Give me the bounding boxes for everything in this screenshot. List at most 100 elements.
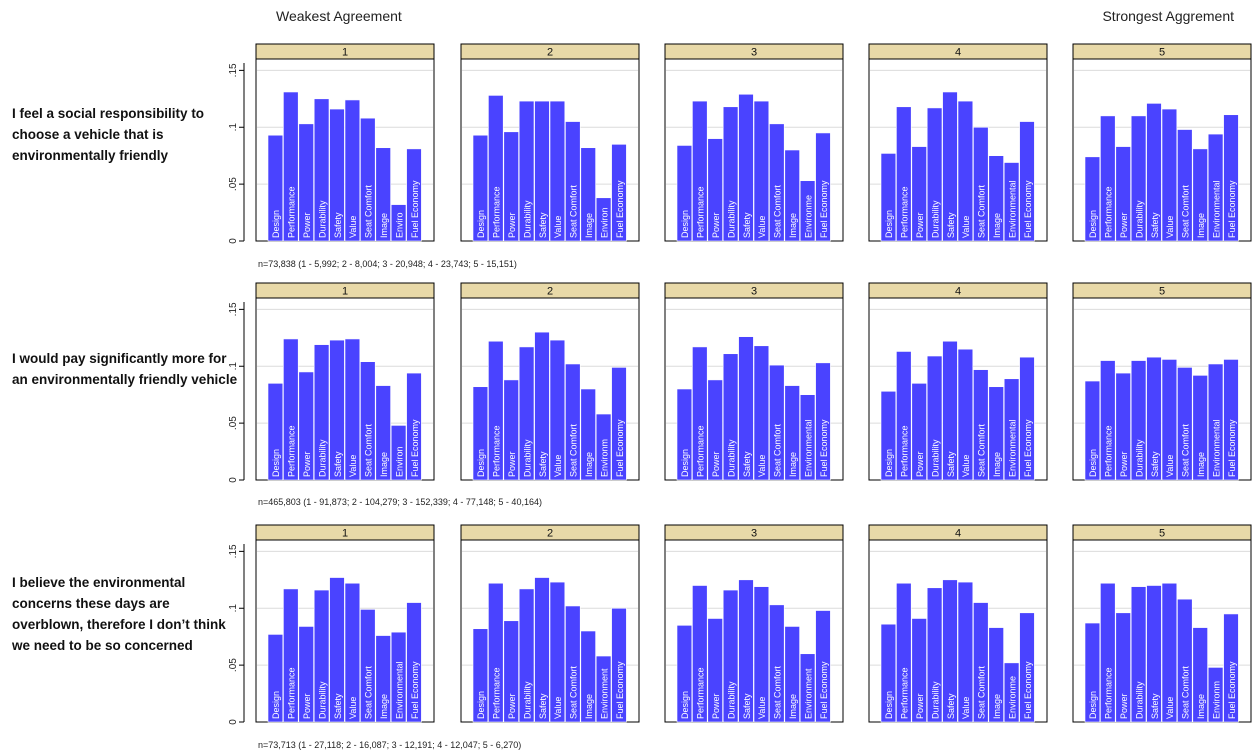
- bar-category-label: Seat Comfort: [1181, 423, 1191, 477]
- bar: [957, 348, 974, 481]
- bar-category-label: Power: [915, 693, 925, 719]
- bar-category-label: Power: [711, 212, 721, 238]
- bar-category-label: Seat Comfort: [977, 423, 987, 477]
- y-tick-label: 0: [228, 477, 239, 483]
- bar-category-label: Environmental: [803, 419, 813, 477]
- bar-category-label: Power: [507, 693, 517, 719]
- bar-category-label: Power: [1119, 693, 1129, 719]
- bar: [676, 625, 693, 723]
- bar: [676, 145, 693, 242]
- bar-category-label: Environm: [1211, 681, 1221, 719]
- bar-category-label: Durability: [930, 681, 940, 719]
- bar: [518, 588, 535, 723]
- bar: [880, 153, 897, 242]
- bar: [565, 363, 581, 481]
- bar: [676, 388, 693, 481]
- bar: [611, 367, 627, 481]
- bar: [595, 655, 612, 723]
- bar: [534, 100, 550, 242]
- bar-category-label: Performance: [287, 425, 297, 477]
- panel-label: 5: [1159, 528, 1165, 540]
- bar: [815, 362, 831, 481]
- statement-row-2: I would pay significantly more for an en…: [12, 351, 238, 387]
- bar-category-label: Durability: [317, 439, 327, 477]
- bar-category-label: Fuel Economy: [1023, 419, 1033, 477]
- bar: [283, 588, 299, 723]
- bar-category-label: Seat Comfort: [364, 665, 374, 719]
- bar: [313, 98, 330, 242]
- bar: [722, 589, 739, 723]
- bar-category-label: Seat Comfort: [773, 184, 783, 238]
- bar-category-label: Environme: [1007, 676, 1017, 719]
- bar: [784, 626, 800, 723]
- bar-category-label: Seat Comfort: [1181, 665, 1191, 719]
- bar-category-label: Performance: [287, 186, 297, 238]
- bar: [344, 338, 361, 481]
- bar: [722, 353, 739, 481]
- panel-label: 2: [547, 528, 553, 540]
- sample-size-row-3: n=73,713 (1 - 27,118; 2 - 16,087; 3 - 12…: [258, 740, 522, 750]
- bar: [298, 123, 314, 242]
- bar-category-label: Performance: [287, 667, 297, 719]
- bar: [1192, 375, 1208, 481]
- bar: [565, 121, 581, 242]
- bar: [896, 106, 912, 242]
- bar: [406, 372, 422, 481]
- bar: [799, 653, 816, 723]
- bar-category-label: Performance: [900, 667, 910, 719]
- bar: [988, 155, 1004, 242]
- bar-category-label: Image: [788, 213, 798, 238]
- bar-category-label: Seat Comfort: [569, 665, 579, 719]
- bar-category-label: Performance: [492, 186, 502, 238]
- bar-category-label: Value: [757, 697, 767, 719]
- bar-category-label: Design: [1088, 449, 1098, 477]
- bar: [738, 93, 754, 242]
- bar: [1223, 114, 1239, 242]
- bar-category-label: Safety: [538, 693, 548, 719]
- bar: [390, 425, 407, 481]
- bar: [1146, 356, 1162, 481]
- bar: [692, 346, 708, 481]
- bar-category-label: Design: [1088, 210, 1098, 238]
- sample-size-row-1: n=73,838 (1 - 5,992; 2 - 8,004; 3 - 20,9…: [258, 259, 517, 269]
- bar-category-label: Durability: [317, 681, 327, 719]
- bar: [488, 340, 504, 481]
- bar-category-label: Design: [271, 210, 281, 238]
- bar: [503, 131, 519, 242]
- bar: [1019, 612, 1035, 723]
- bar: [738, 336, 754, 481]
- bar-category-label: Enviro: [394, 212, 404, 238]
- bar: [406, 602, 422, 723]
- bar: [360, 361, 376, 481]
- bar-category-label: Seat Comfort: [364, 184, 374, 238]
- bar-category-label: Environm: [599, 439, 609, 477]
- bar: [1207, 667, 1224, 723]
- bar: [329, 108, 345, 242]
- y-tick-label: .1: [228, 123, 239, 132]
- bar: [692, 585, 708, 723]
- bar: [1003, 662, 1020, 723]
- bar-category-label: Fuel Economy: [1023, 661, 1033, 719]
- y-tick-label: .05: [228, 177, 239, 191]
- bar: [896, 351, 912, 481]
- bar-category-label: Image: [379, 694, 389, 719]
- bar: [390, 204, 407, 242]
- bar: [707, 379, 723, 481]
- bar-category-label: Safety: [538, 451, 548, 477]
- bar: [799, 180, 816, 242]
- bar-category-label: Design: [884, 691, 894, 719]
- bar: [549, 100, 566, 242]
- bar-category-label: Safety: [333, 451, 343, 477]
- bar: [298, 626, 314, 723]
- bar: [549, 581, 566, 723]
- bar-category-label: Seat Comfort: [364, 423, 374, 477]
- bar: [753, 345, 770, 481]
- bar: [769, 123, 785, 242]
- bar-category-label: Image: [992, 694, 1002, 719]
- bar: [313, 344, 330, 481]
- bar-category-label: Environment: [599, 668, 609, 719]
- bar-category-label: Durability: [1134, 200, 1144, 238]
- bar-category-label: Environmental: [394, 661, 404, 719]
- bar: [1146, 585, 1162, 723]
- bar: [406, 148, 422, 242]
